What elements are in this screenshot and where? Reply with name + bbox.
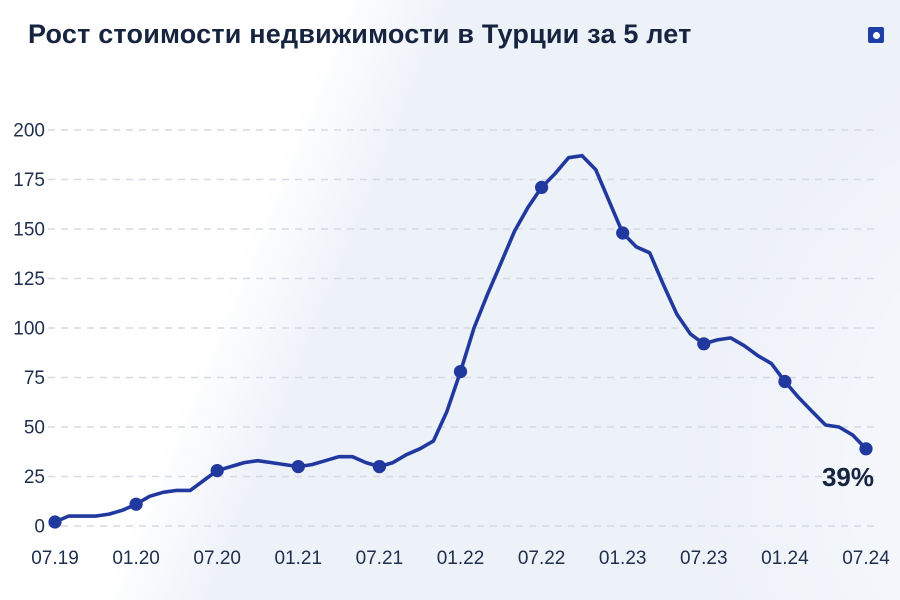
x-axis-tick-label: 07.24 [842,548,890,569]
logo-dot [872,31,880,39]
x-axis-tick-label: 07.22 [518,548,566,569]
y-axis-tick-label: 25 [24,467,45,488]
y-axis-tick-label: 75 [24,368,45,389]
y-axis-tick-label: 50 [24,418,45,439]
y-axis-tick-label: 175 [13,170,45,191]
page-title: Рост стоимости недвижимости в Турции за … [28,18,692,49]
x-axis-tick-label: 01.20 [112,548,160,569]
end-value-label: 39% [822,462,874,492]
y-axis-tick-label: 200 [13,121,45,142]
x-axis-tick-label: 01.22 [437,548,485,569]
y-axis-tick-label: 125 [13,269,45,290]
brand-logo-icon [868,27,884,43]
x-axis-tick-label: 07.19 [31,548,79,569]
header: Рост стоимости недвижимости в Турции за … [28,14,884,54]
y-axis-tick-label: 100 [13,319,45,340]
x-axis-tick-label: 01.24 [761,548,809,569]
data-point-marker [129,497,143,511]
y-axis-tick-label: 150 [13,220,45,241]
x-axis-tick-label: 07.20 [193,548,241,569]
data-point-marker [453,365,468,379]
x-axis-tick-label: 01.21 [275,548,323,569]
data-point-marker [859,442,873,456]
data-point-marker [210,464,224,478]
data-point-marker [291,460,305,474]
y-axis-tick-label: 0 [34,517,45,538]
data-point-marker [372,460,386,474]
data-point-marker [535,180,549,194]
x-axis-tick-label: 01.23 [599,548,647,569]
x-axis-tick-label: 07.21 [356,548,404,569]
x-axis-tick-label: 07.23 [680,548,728,569]
data-point-marker [697,337,711,351]
data-point-marker [616,226,630,240]
data-point-marker [778,374,792,389]
price-growth-line [53,153,868,524]
data-point-marker [48,515,62,529]
